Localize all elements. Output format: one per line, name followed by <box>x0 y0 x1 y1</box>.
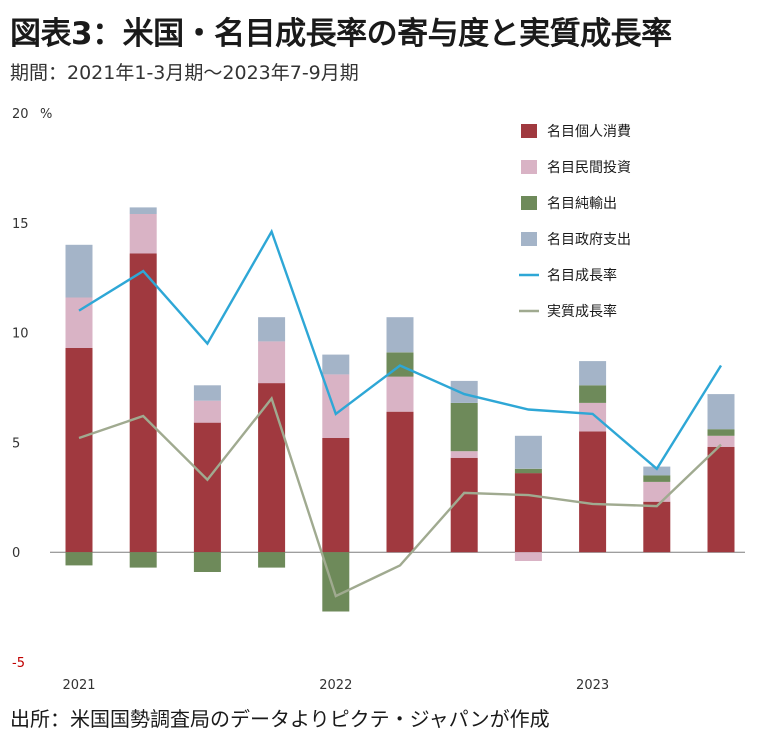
bar-segment <box>579 385 607 403</box>
legend-label: 名目成長率 <box>547 267 617 284</box>
legend-label: 名目政府支出 <box>547 232 631 248</box>
legend-label: 名目民間投資 <box>547 160 631 176</box>
y-tick-label: 10 <box>12 327 29 342</box>
bar-segment <box>643 466 671 476</box>
bar-segment <box>322 552 350 612</box>
legend-label: 名目純輸出 <box>547 196 617 212</box>
x-tick-label: 2021 <box>62 678 95 693</box>
bar-segment <box>129 214 157 254</box>
bar-segment <box>514 552 542 561</box>
bar-segment <box>193 552 221 572</box>
bar-segment <box>643 481 671 502</box>
y-tick-label: 20 <box>12 107 29 122</box>
y-tick-label: -5 <box>12 656 25 671</box>
source-note: 出所：米国国勢調査局のデータよりピクテ・ジャパンが作成 <box>10 707 550 731</box>
legend-swatch <box>521 196 537 210</box>
bar-segment <box>322 438 350 553</box>
bar-segment <box>65 552 93 566</box>
bar-segment <box>258 317 286 342</box>
bar-segment <box>579 431 607 553</box>
bar-segment <box>386 376 414 412</box>
bar-segment <box>258 383 286 553</box>
bar-segment <box>129 552 157 568</box>
chart-title: 図表3：米国・名目成長率の寄与度と実質成長率 <box>10 16 672 52</box>
bar-segment <box>707 435 735 447</box>
bar-segment <box>643 501 671 553</box>
bar-segment <box>193 422 221 553</box>
bar-segment <box>707 446 735 553</box>
bar-segment <box>707 394 735 430</box>
legend-swatch <box>521 232 537 246</box>
y-unit-label: % <box>40 107 52 122</box>
x-tick-label: 2023 <box>576 678 609 693</box>
bar-segment <box>579 402 607 432</box>
bar-segment <box>450 451 478 458</box>
y-tick-label: 15 <box>12 217 29 232</box>
legend-label: 実質成長率 <box>547 303 617 320</box>
x-tick-label: 2022 <box>319 678 352 693</box>
bar-segment <box>322 354 350 375</box>
bar-segment <box>643 475 671 482</box>
y-tick-label: 0 <box>12 546 20 561</box>
legend-swatch <box>521 124 537 138</box>
bar-segment <box>258 552 286 568</box>
bar-segment <box>386 317 414 353</box>
legend-label: 名目個人消費 <box>547 124 631 140</box>
bar-segment <box>386 411 414 553</box>
bar-segment <box>193 400 221 423</box>
bar-segment <box>129 207 157 214</box>
y-tick-label: 5 <box>12 436 20 451</box>
bar-segment <box>129 253 157 553</box>
bar-segment <box>65 244 93 298</box>
bar-segment <box>514 468 542 474</box>
bar-segment <box>193 385 221 401</box>
bar-segment <box>514 473 542 553</box>
series-line <box>78 228 723 471</box>
chart-subtitle: 期間：2021年1-3月期～2023年7-9月期 <box>10 62 359 84</box>
bar-segment <box>579 361 607 386</box>
bar-segment <box>65 348 93 553</box>
legend-swatch <box>521 160 537 174</box>
bar-segment <box>707 429 735 436</box>
bar-segment <box>450 402 478 452</box>
bar-segment <box>450 457 478 553</box>
bar-segment <box>450 380 478 403</box>
bar-segment <box>258 341 286 384</box>
bar-segment <box>514 435 542 469</box>
series-line <box>78 395 722 598</box>
